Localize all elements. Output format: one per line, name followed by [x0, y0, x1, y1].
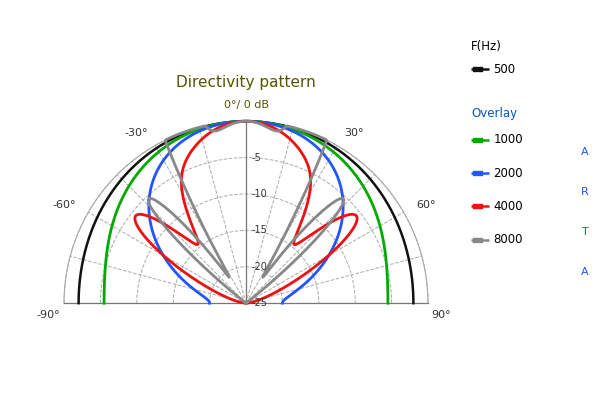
Text: 90°: 90°	[431, 310, 451, 320]
Text: 0°/ 0 dB: 0°/ 0 dB	[223, 100, 269, 110]
Text: 8000: 8000	[493, 233, 523, 246]
Text: -5: -5	[251, 152, 261, 162]
Text: -60°: -60°	[52, 200, 76, 210]
Text: -30°: -30°	[124, 128, 148, 138]
Text: Overlay: Overlay	[471, 106, 517, 120]
Text: F(Hz): F(Hz)	[471, 40, 502, 53]
Text: T: T	[581, 227, 589, 237]
Text: A: A	[581, 267, 589, 277]
Text: 2000: 2000	[493, 167, 523, 180]
Text: -10: -10	[251, 189, 267, 199]
Text: 4000: 4000	[493, 200, 523, 213]
Text: 60°: 60°	[416, 200, 436, 210]
Text: Directivity pattern: Directivity pattern	[176, 75, 316, 90]
Text: -20: -20	[251, 262, 268, 272]
Text: A: A	[581, 147, 589, 157]
Text: 500: 500	[493, 63, 515, 76]
Text: -15: -15	[251, 225, 268, 235]
Point	[554, 65, 564, 72]
Text: -25: -25	[251, 298, 268, 308]
Text: R: R	[581, 187, 589, 197]
Text: 30°: 30°	[344, 128, 364, 138]
Text: 1000: 1000	[493, 133, 523, 146]
Text: -90°: -90°	[37, 310, 61, 320]
